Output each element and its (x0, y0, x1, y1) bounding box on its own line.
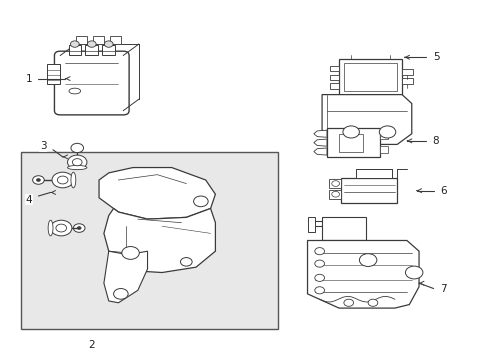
Bar (341, 178, 396, 203)
FancyBboxPatch shape (54, 51, 129, 115)
Circle shape (33, 176, 44, 184)
Text: 5: 5 (432, 52, 438, 62)
Circle shape (52, 172, 73, 188)
Circle shape (87, 41, 96, 47)
Polygon shape (99, 167, 215, 219)
Ellipse shape (48, 220, 53, 236)
Circle shape (314, 274, 324, 282)
Bar (21, 152, 278, 329)
Circle shape (122, 247, 139, 259)
Bar (110, 36, 121, 44)
Circle shape (57, 176, 68, 184)
Text: 8: 8 (432, 136, 438, 146)
Circle shape (180, 257, 192, 266)
Circle shape (77, 226, 81, 229)
Circle shape (331, 192, 339, 197)
Circle shape (343, 299, 353, 306)
Polygon shape (103, 251, 147, 303)
Text: 3: 3 (40, 141, 46, 151)
Text: 7: 7 (439, 284, 446, 293)
Circle shape (56, 224, 66, 232)
Bar (329, 190, 341, 198)
Ellipse shape (71, 172, 76, 188)
Text: 4: 4 (25, 194, 32, 204)
Circle shape (367, 299, 377, 306)
Bar (85, 45, 98, 55)
Polygon shape (313, 139, 326, 146)
Circle shape (314, 248, 324, 255)
Polygon shape (103, 208, 215, 273)
Bar (380, 146, 386, 153)
Bar (68, 45, 81, 55)
Bar (343, 63, 396, 91)
Circle shape (405, 266, 422, 279)
Circle shape (50, 220, 72, 236)
Circle shape (73, 224, 85, 232)
Circle shape (113, 288, 128, 299)
Bar (329, 83, 338, 89)
Bar (401, 69, 412, 75)
Circle shape (314, 287, 324, 294)
Bar (93, 36, 103, 44)
Circle shape (193, 196, 208, 207)
Bar (329, 66, 338, 72)
Bar (338, 59, 401, 95)
Text: 2: 2 (88, 341, 95, 351)
Bar (401, 77, 412, 84)
Circle shape (314, 260, 324, 267)
Bar (46, 64, 60, 84)
Text: 6: 6 (439, 186, 446, 196)
Bar (326, 129, 380, 157)
Ellipse shape (67, 165, 87, 170)
Bar (338, 134, 363, 152)
Circle shape (70, 41, 79, 47)
Bar (380, 132, 386, 139)
Circle shape (71, 143, 83, 153)
Circle shape (72, 159, 82, 166)
Bar (76, 36, 87, 44)
Circle shape (67, 155, 87, 169)
Polygon shape (313, 130, 326, 137)
Ellipse shape (69, 88, 81, 94)
Bar (355, 169, 391, 178)
Circle shape (331, 181, 339, 186)
Polygon shape (313, 148, 326, 155)
Bar (307, 217, 314, 231)
Circle shape (359, 254, 376, 266)
Bar (102, 45, 115, 55)
Text: 1: 1 (25, 73, 32, 84)
Circle shape (342, 126, 359, 138)
Circle shape (379, 126, 395, 138)
Bar (322, 217, 365, 240)
Circle shape (37, 179, 41, 181)
Bar (329, 179, 341, 188)
Circle shape (104, 41, 113, 47)
Polygon shape (322, 95, 411, 144)
Polygon shape (307, 240, 418, 308)
Bar (329, 75, 338, 80)
